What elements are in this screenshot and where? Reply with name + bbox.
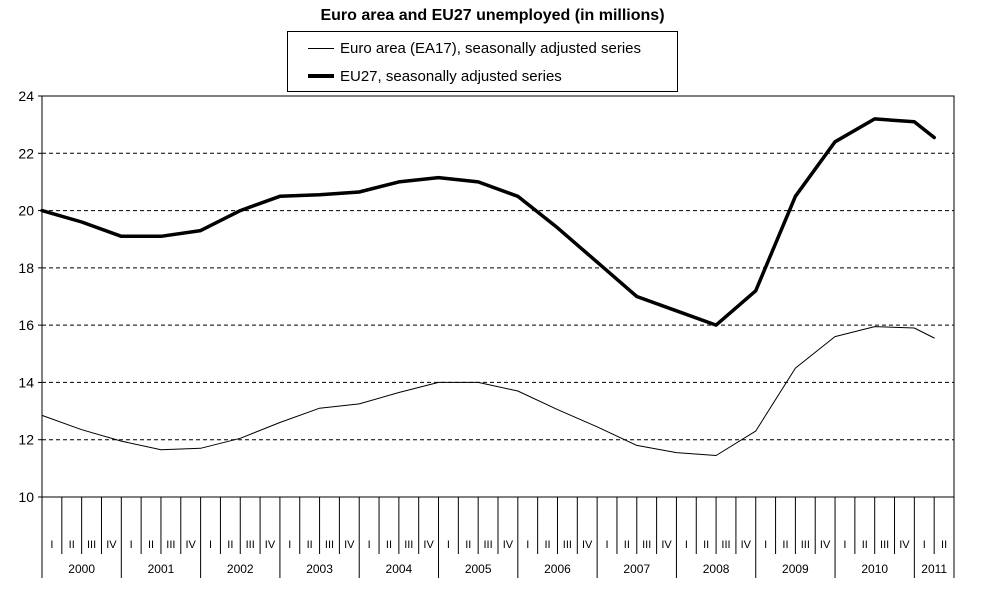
quarter-label: I [447, 539, 450, 551]
quarter-label: III [166, 539, 175, 551]
quarter-label: I [288, 539, 291, 551]
y-tick-label: 20 [18, 203, 34, 219]
x-axis: I II III IV I II III IV I II III IV I II III IV I II III IV… [41, 497, 955, 578]
quarter-label: IV [820, 539, 831, 551]
series-line-eu27 [40, 117, 936, 327]
quarter-label: II [545, 539, 551, 551]
quarter-label: III [87, 539, 96, 551]
quarter-label: II [227, 539, 233, 551]
year-label: 2005 [465, 562, 492, 576]
series-line-euro-area [41, 326, 935, 456]
legend-label-eu27: EU27, seasonally adjusted series [340, 67, 562, 85]
series-lines [40, 117, 936, 456]
quarter-label: IV [106, 539, 117, 551]
year-label: 2000 [68, 562, 95, 576]
quarter-label: IV [899, 539, 910, 551]
quarter-label: IV [423, 539, 434, 551]
quarter-label: I [130, 539, 133, 551]
quarter-label: IV [661, 539, 672, 551]
quarter-label: IV [503, 539, 514, 551]
year-label: 2011 [921, 562, 947, 576]
quarter-label: III [404, 539, 413, 551]
year-label: 2001 [148, 562, 175, 576]
quarter-label: III [642, 539, 651, 551]
year-label: 2003 [306, 562, 333, 576]
chart-title: Euro area and EU27 unemployed (in millio… [320, 7, 665, 24]
quarter-label: I [606, 539, 609, 551]
plot-area-frame [41, 95, 955, 498]
year-label: 2010 [861, 562, 888, 576]
quarter-label: I [368, 539, 371, 551]
quarter-label: III [880, 539, 889, 551]
legend-item-euro-area: Euro area (EA17), seasonally adjusted se… [308, 37, 641, 59]
quarter-label: I [764, 539, 767, 551]
y-tick-label: 18 [18, 260, 34, 276]
quarter-label: I [685, 539, 688, 551]
year-label: 2007 [623, 562, 650, 576]
quarter-label: II [703, 539, 709, 551]
y-axis: 10 12 14 16 18 20 22 24 [18, 88, 42, 505]
y-tick-label: 24 [18, 88, 34, 104]
y-tick-label: 14 [18, 374, 34, 390]
legend-swatch-thick [308, 74, 334, 78]
quarter-label: I [526, 539, 529, 551]
quarter-label: III [801, 539, 810, 551]
y-tick-label: 16 [18, 317, 34, 333]
quarter-label: I [209, 539, 212, 551]
quarter-label: II [307, 539, 313, 551]
legend-item-eu27: EU27, seasonally adjusted series [308, 65, 562, 87]
quarter-label: II [941, 539, 947, 551]
quarter-label: III [325, 539, 334, 551]
quarter-label: II [386, 539, 392, 551]
year-label: 2006 [544, 562, 571, 576]
quarter-label: II [782, 539, 788, 551]
y-tick-label: 22 [18, 145, 34, 161]
year-label: 2002 [227, 562, 254, 576]
quarter-label: III [246, 539, 255, 551]
quarter-label: II [624, 539, 630, 551]
quarter-label: IV [582, 539, 593, 551]
quarter-label: IV [344, 539, 355, 551]
quarter-label: I [923, 539, 926, 551]
year-label: 2009 [782, 562, 809, 576]
quarter-label: II [148, 539, 154, 551]
legend: Euro area (EA17), seasonally adjusted se… [287, 31, 678, 92]
quarter-label: III [484, 539, 493, 551]
year-label: 2008 [703, 562, 730, 576]
quarter-label: I [50, 539, 53, 551]
legend-label-euro-area: Euro area (EA17), seasonally adjusted se… [340, 39, 641, 57]
quarter-label: I [843, 539, 846, 551]
quarter-label: II [465, 539, 471, 551]
quarter-label: IV [741, 539, 752, 551]
y-tick-label: 12 [18, 432, 34, 448]
gridlines [42, 152, 954, 441]
quarter-label: II [69, 539, 75, 551]
legend-swatch-thin [308, 47, 334, 49]
quarter-label: III [721, 539, 730, 551]
quarter-label: II [862, 539, 868, 551]
quarter-label: IV [265, 539, 276, 551]
quarter-label: III [563, 539, 572, 551]
year-label: 2004 [386, 562, 413, 576]
y-tick-label: 10 [18, 489, 34, 505]
quarter-label: IV [185, 539, 196, 551]
